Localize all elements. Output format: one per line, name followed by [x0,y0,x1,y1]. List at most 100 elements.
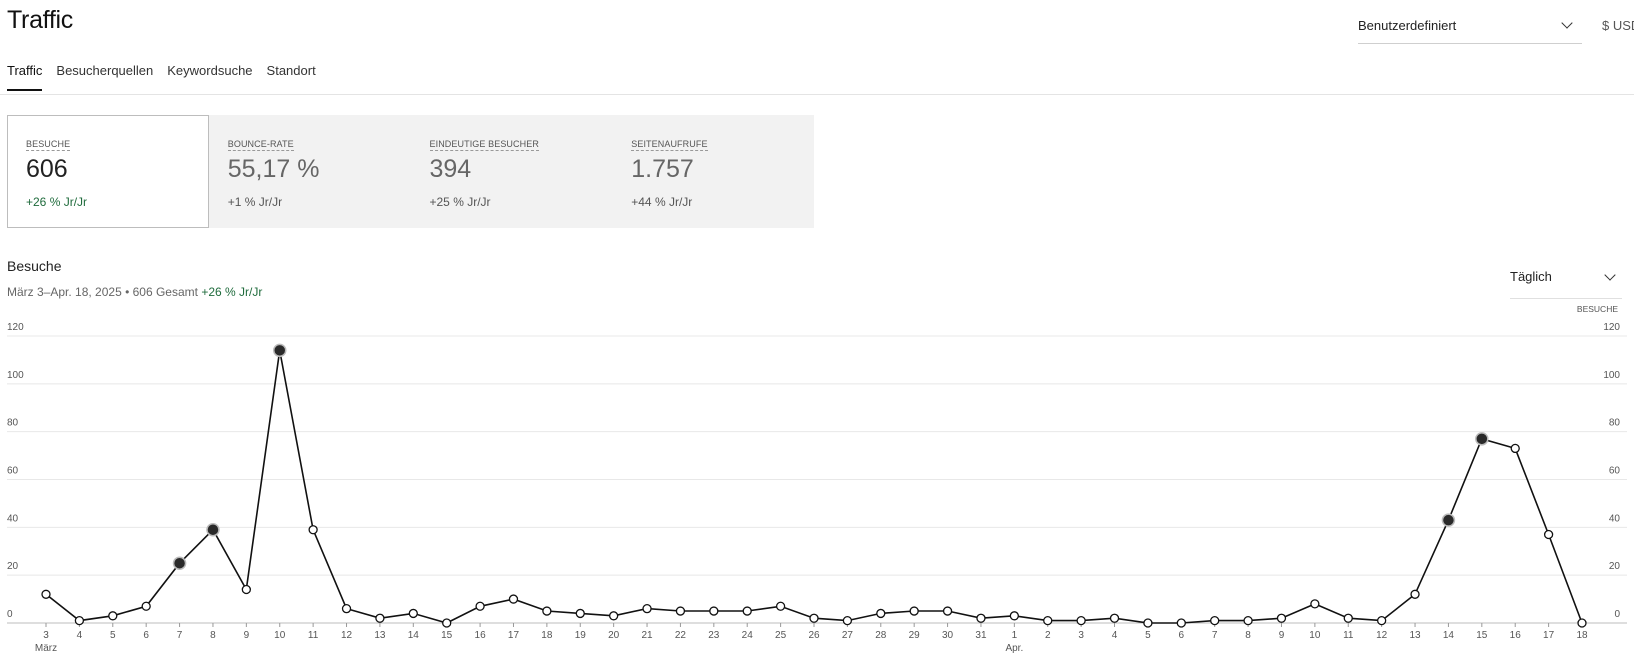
x-tick-label: 10 [274,630,286,641]
tab-traffic[interactable]: Traffic [7,60,43,91]
metric-value: 1.757 [631,155,694,183]
x-tick-label: 18 [1576,630,1588,641]
chart-subtitle-change: +26 % Jr/Jr [201,285,263,299]
visits-series-line [45,350,1583,624]
metric-change: +44 % Jr/Jr [631,195,693,209]
data-point[interactable] [1009,611,1019,621]
page-title: Traffic [7,6,73,34]
y-tick-label-left: 40 [7,513,19,524]
x-tick-label: 27 [842,630,854,641]
data-point[interactable] [41,589,51,599]
data-point-highlighted[interactable] [206,522,220,537]
metric-card-eindeutige-besucher[interactable]: EINDEUTIGE BESUCHER 394 +25 % Jr/Jr [411,115,613,228]
data-point-highlighted[interactable] [1475,432,1489,446]
x-tick-label: 12 [1376,630,1388,641]
data-point[interactable] [442,618,452,628]
x-month-label: März [35,643,57,654]
x-tick-label: 8 [1245,630,1251,641]
data-point[interactable] [742,606,752,616]
x-tick-label: 3 [1078,630,1084,641]
y-tick-label-right: 0 [1614,609,1620,620]
data-point[interactable] [1076,615,1086,626]
data-point[interactable] [1377,615,1387,626]
tabs-divider [0,94,1634,95]
x-tick-label: 17 [1543,630,1555,641]
data-point[interactable] [1276,613,1287,623]
data-point[interactable] [375,613,385,623]
data-point[interactable] [241,584,251,595]
tab-standort[interactable]: Standort [266,63,316,78]
data-point[interactable] [542,606,552,616]
x-tick-label: 10 [1309,630,1321,641]
data-point[interactable] [1577,618,1587,628]
data-point[interactable] [709,606,719,616]
data-point[interactable] [341,603,352,614]
x-tick-label: 20 [608,630,620,641]
x-tick-label: 14 [408,630,420,641]
data-point[interactable] [876,608,886,619]
data-point[interactable] [842,615,853,626]
metric-value: 394 [429,155,472,183]
data-point[interactable] [775,601,786,611]
data-point[interactable] [609,611,619,621]
data-point[interactable] [1143,618,1153,628]
y-tick-label-right: 60 [1609,466,1621,477]
tab-keywordsuche[interactable]: Keywordsuche [167,63,253,78]
data-point[interactable] [976,613,986,623]
data-point[interactable] [108,611,118,621]
metric-card-bounce-rate[interactable]: BOUNCE-RATE 55,17 % +1 % Jr/Jr [209,115,411,228]
x-tick-label: 23 [708,630,720,641]
data-point[interactable] [942,606,953,616]
metric-label: SEITENAUFRUFE [631,139,708,151]
data-point-highlighted[interactable] [272,343,287,358]
currency-selector[interactable]: $ USD [1602,18,1634,33]
data-point-highlighted[interactable] [1441,513,1456,527]
data-point[interactable] [1510,443,1520,454]
data-point[interactable] [809,613,819,623]
data-point[interactable] [408,608,418,619]
x-tick-label: 18 [541,630,553,641]
x-tick-label: 6 [143,630,149,641]
x-tick-label: 11 [308,630,319,641]
data-point[interactable] [1176,618,1186,628]
chart-title: Besuche [7,258,62,274]
data-point[interactable] [575,608,585,619]
data-point[interactable] [308,525,318,535]
x-month-label: Apr. [1005,643,1023,654]
data-point[interactable] [1410,589,1420,599]
data-point[interactable] [508,594,519,604]
y-tick-label-right: 40 [1609,513,1621,524]
data-point[interactable] [1243,615,1253,626]
y-tick-label-right: 100 [1603,370,1620,381]
x-tick-label: 28 [875,630,887,641]
data-point[interactable] [1043,615,1053,626]
x-tick-label: 17 [508,630,520,641]
x-tick-label: 15 [1476,630,1488,641]
x-tick-label: 13 [374,630,386,641]
data-point[interactable] [74,615,85,626]
data-point[interactable] [675,606,686,616]
interval-select[interactable]: Täglich [1510,262,1622,299]
date-range-select[interactable]: Benutzerdefiniert [1358,7,1582,44]
data-point[interactable] [1210,615,1220,626]
x-tick-label: 19 [575,630,587,641]
data-point[interactable] [909,606,919,616]
data-point[interactable] [1543,529,1554,540]
data-point[interactable] [475,601,485,611]
x-tick-label: 4 [1112,630,1118,641]
chart-subtitle: März 3–Apr. 18, 2025 • 606 Gesamt +26 % … [7,285,262,299]
x-tick-label: 9 [1279,630,1285,641]
y-tick-label-left: 20 [7,561,19,572]
metric-card-seitenaufrufe[interactable]: SEITENAUFRUFE 1.757 +44 % Jr/Jr [612,115,814,228]
data-point[interactable] [141,601,151,611]
data-point[interactable] [1109,613,1120,623]
y-tick-label-right: 80 [1609,418,1621,429]
data-point[interactable] [1343,613,1353,623]
data-point[interactable] [1310,599,1320,609]
x-tick-label: 25 [775,630,787,641]
metric-card-besuche[interactable]: BESUCHE 606 +26 % Jr/Jr [7,115,209,228]
data-point[interactable] [642,603,652,614]
tab-besucherquellen[interactable]: Besucherquellen [56,63,154,78]
data-point-highlighted[interactable] [172,556,187,570]
